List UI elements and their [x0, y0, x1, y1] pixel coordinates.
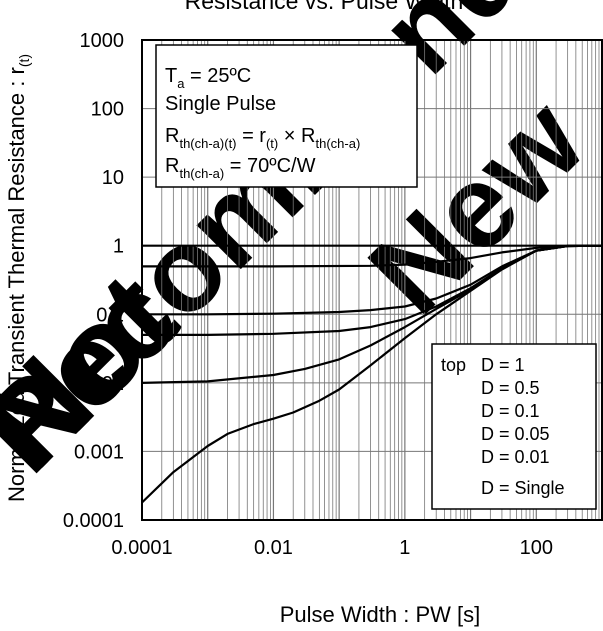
condition-resistance-a: R [165, 155, 179, 177]
y-tick-label: 0.01 [85, 373, 124, 395]
condition-ambient-temp-rest: = 25ºC [184, 65, 251, 87]
condition-formula-c-sub: th(ch-a) [316, 136, 361, 151]
legend-entry: D = 0.05 [481, 424, 550, 444]
condition-ambient-temp-main: T [165, 65, 177, 87]
y-tick-label: 1 [113, 236, 124, 258]
legend-entry: D = 0.5 [481, 378, 540, 398]
condition-formula-c: × R [278, 125, 315, 147]
legend-entry: D = Single [481, 478, 565, 498]
plot-frame [141, 39, 603, 521]
conditions-box-frame [155, 44, 418, 188]
condition-resistance: Rth(ch-a) = 70ºC/W [165, 155, 316, 181]
condition-ambient-temp-sub: a [177, 76, 185, 91]
x-tick-label: 0.0001 [111, 537, 172, 559]
condition-formula-b-sub: (t) [266, 136, 278, 151]
x-tick-label: 100 [520, 537, 553, 559]
x-tick-label: 1 [399, 537, 410, 559]
series-line [141, 244, 603, 504]
conditions-box: Ta = 25ºC Single Pulse Rth(ch-a)(t) = r(… [155, 44, 418, 188]
condition-ambient-temp: Ta = 25ºC [165, 65, 251, 91]
tick-labels: 0.0001 0.01 1 100 1000 100 10 1 0.1 0.01 0.001 0.00… [63, 30, 553, 559]
condition-resistance-b: = 70ºC/W [224, 155, 315, 177]
series-lines [141, 244, 603, 504]
legend-entry: D = 0.1 [481, 401, 540, 421]
legend: top D = 1 D = 0.5 D = 0.1 D = 0.05 D = 0… [431, 343, 597, 510]
condition-formula-a: R [165, 125, 179, 147]
x-axis-title: Pulse Width : PW [s] [280, 602, 481, 627]
y-tick-label: 1000 [80, 30, 125, 52]
chart-title: Resistance vs. Pulse Width [185, 0, 464, 14]
condition-formula: Rth(ch-a)(t) = r(t) × Rth(ch-a) [165, 125, 360, 151]
y-tick-label: 0.0001 [63, 510, 124, 532]
y-axis-title-main: Normalized Transient Thermal Resistance … [4, 67, 29, 502]
legend-entry: D = 0.01 [481, 447, 550, 467]
y-tick-label: 100 [91, 99, 124, 121]
legend-entry: D = 1 [481, 355, 525, 375]
y-tick-label: 0.1 [96, 304, 124, 326]
y-axis-title-sub: (t) [16, 54, 32, 67]
y-tick-label: 10 [102, 167, 124, 189]
condition-formula-a-sub: th(ch-a)(t) [179, 136, 236, 151]
series-line [142, 244, 603, 268]
condition-resistance-a-sub: th(ch-a) [179, 166, 224, 181]
condition-single-pulse: Single Pulse [165, 93, 276, 115]
y-tick-label: 0.001 [74, 441, 124, 463]
condition-formula-b: = r [237, 125, 267, 147]
y-axis-title: Normalized Transient Thermal Resistance … [4, 54, 32, 502]
legend-header: top [441, 355, 466, 375]
x-tick-label: 0.01 [254, 537, 293, 559]
legend-frame [431, 343, 597, 510]
